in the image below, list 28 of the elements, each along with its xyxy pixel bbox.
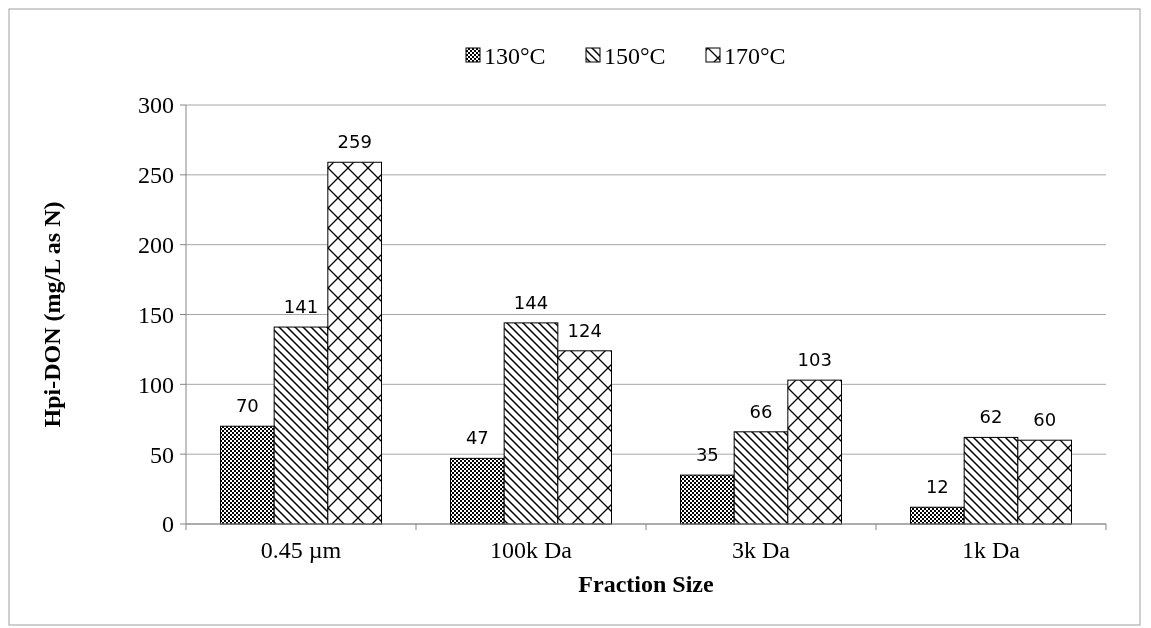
y-tick-label: 50 [150,441,174,468]
y-tick-label: 150 [138,301,174,328]
x-axis-title: Fraction Size [578,571,714,597]
data-label: 35 [695,444,719,466]
data-label: 124 [567,319,602,341]
y-tick-label: 200 [138,232,174,259]
y-tick-label: 100 [138,371,174,398]
x-tick-label: 100k Da [490,537,573,563]
y-tick-label: 300 [138,92,174,119]
data-label: 60 [1033,409,1057,431]
data-label: 141 [283,296,319,318]
x-tick-label: 0.45 µm [260,537,342,563]
data-label: 12 [925,476,949,498]
legend-label: 130°C [484,43,546,70]
y-tick-label: 250 [138,162,174,189]
x-tick-label: 3k Da [732,537,791,563]
legend-label: 150°C [604,43,666,70]
data-label: 66 [749,400,773,422]
data-label: 62 [979,406,1003,428]
data-label: 70 [235,395,259,417]
data-label: 259 [337,131,372,153]
data-label: 47 [465,427,489,449]
data-label: 103 [797,349,832,371]
x-tick-label: 1k Da [962,537,1021,563]
y-axis-title: Hpi-DON (mg/L as N) [39,201,65,428]
y-tick-label: 0 [162,511,174,538]
legend-label: 170°C [724,43,786,70]
data-label: 144 [513,291,549,313]
